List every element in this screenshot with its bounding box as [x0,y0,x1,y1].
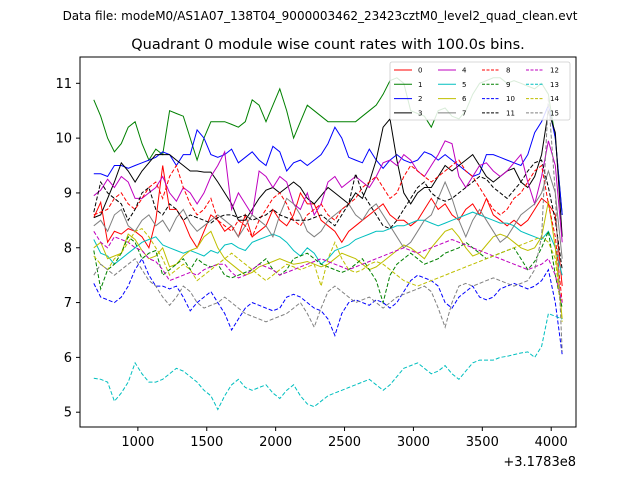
legend-label-2: 2 [418,95,422,103]
y-tick-label: 8 [64,241,72,256]
axes-frame [79,56,577,428]
legend-label-13: 13 [550,81,559,89]
y-tick-label: 11 [55,77,72,92]
series-line-11 [93,159,563,270]
series-line-15 [93,96,563,352]
x-tick-label: 3000 [397,435,430,450]
y-tick-label: 7 [64,296,72,311]
x-tick-label: 2500 [328,435,361,450]
legend-label-0: 0 [418,67,422,75]
series-line-13 [93,312,563,411]
figure-suptitle: Data file: modeM0/AS1A07_138T04_90000034… [63,9,578,23]
legend-label-7: 7 [462,109,466,117]
series-line-9 [93,229,563,309]
legend-label-4: 4 [462,67,467,75]
x-tick-label: 1500 [190,435,223,450]
y-tick-label: 10 [55,132,72,147]
series-line-8 [93,159,563,303]
x-tick-label: 4000 [535,435,568,450]
legend-label-5: 5 [462,81,466,89]
legend-label-15: 15 [550,109,559,117]
series-line-6 [93,201,563,320]
legend-label-9: 9 [506,81,510,89]
series-line-2 [93,103,563,215]
legend-label-11: 11 [506,109,515,117]
legend-label-3: 3 [418,109,422,117]
y-tick-label: 9 [64,186,72,201]
legend-label-14: 14 [550,95,559,103]
x-tick-label: 2000 [259,435,292,450]
series-line-0 [93,165,563,287]
series-line-3 [93,110,563,237]
series-line-7 [93,169,563,259]
series-line-4 [93,140,563,243]
y-axis: 5 6 7 8 9 10 11 [55,77,80,421]
legend-label-1: 1 [418,81,422,89]
legend-label-12: 12 [550,67,559,75]
x-tick-label: 1000 [121,435,154,450]
x-tick-label: 3500 [466,435,499,450]
chart-title: Quadrant 0 module wise count rates with … [131,37,525,53]
plot-area [93,77,563,411]
x-axis-offset-label: +3.1783e8 [503,455,576,470]
legend-label-6: 6 [462,95,467,103]
legend-label-10: 10 [506,95,515,103]
y-tick-label: 5 [64,406,72,421]
series-line-14 [93,228,563,322]
legend-frame [389,61,571,121]
series-line-10 [93,257,563,355]
legend-label-8: 8 [506,67,510,75]
x-axis: 1000 1500 2000 2500 3000 3500 4000 [121,427,568,450]
y-tick-label: 6 [64,351,72,366]
series-line-12 [93,231,563,303]
